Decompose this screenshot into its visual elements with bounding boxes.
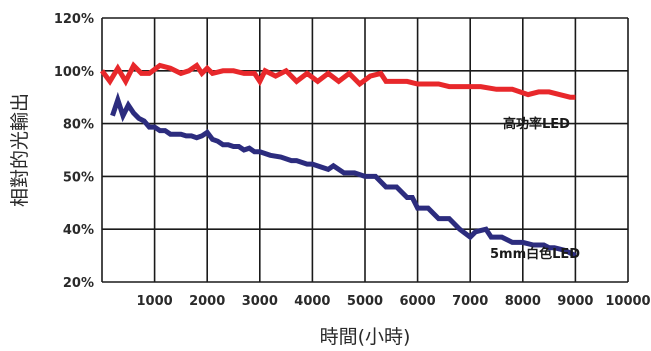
x-tick-label: 5000 [347, 294, 383, 309]
y-tick-label: 80% [63, 118, 94, 133]
x-tick-label: 2000 [189, 294, 225, 309]
y-tick-label: 40% [63, 223, 94, 238]
x-tick-label: 4000 [294, 294, 330, 309]
y-tick-label: 50% [63, 170, 94, 185]
labels: 1000 2000 3000 4000 5000 6000 7000 8000 9000 1000… [54, 12, 651, 309]
y-tick-label: 100% [54, 65, 94, 80]
x-tick-label: 3000 [242, 294, 278, 309]
series-label-5mm-white-led: 5mm白色LED [490, 246, 580, 262]
y-tick-label: 20% [63, 276, 94, 291]
x-tick-label: 9000 [557, 294, 593, 309]
x-tick-label: 8000 [505, 294, 541, 309]
grid [102, 17, 629, 283]
series-line-high-power-led [99, 61, 576, 100]
x-tick-label: 6000 [400, 294, 436, 309]
series-line-5mm-white-led [110, 91, 577, 258]
y-tick-label: 120% [54, 12, 94, 27]
series-lines [99, 61, 577, 258]
x-tick-label: 1000 [137, 294, 173, 309]
y-axis-title: 相對的光輸出 [9, 93, 31, 207]
x-axis-title: 時間(小時) [320, 326, 411, 348]
x-tick-label: 10000 [605, 294, 650, 309]
x-tick-label: 7000 [452, 294, 488, 309]
series-label-high-power-led: 高功率LED [503, 116, 570, 132]
